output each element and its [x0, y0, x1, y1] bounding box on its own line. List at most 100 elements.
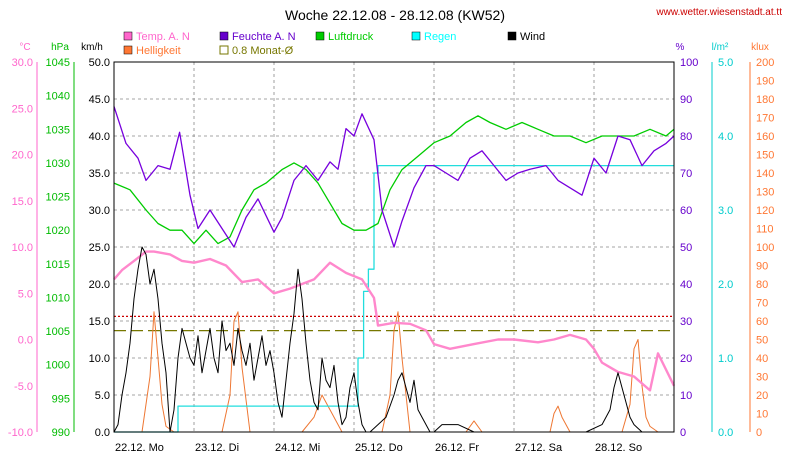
- wind-tick-label: 25.0: [89, 242, 110, 254]
- axis-ticks: 30.0 25.0 20.0 15.0 10.0 5.0 0.0 -5.0 -10.0 1045 1…: [8, 57, 774, 439]
- pressure-series-line: [113, 115, 675, 245]
- rain-unit-label: l/m²: [712, 42, 729, 53]
- wind-tick-label: 30.0: [89, 205, 110, 217]
- rain-tick-label: 4.0: [718, 131, 733, 143]
- wind-tick-label: 0.0: [95, 427, 110, 439]
- lux-tick-label: 0: [756, 427, 762, 439]
- temperature-series-line: [113, 250, 676, 392]
- pressure-tick-label: 1010: [46, 292, 70, 304]
- temp-tick-label: 10.0: [12, 242, 33, 254]
- temp-tick-label: 30.0: [12, 57, 33, 69]
- lux-tick-label: 130: [756, 187, 774, 199]
- pressure-tick-label: 990: [52, 427, 70, 439]
- legend-swatch: [315, 31, 325, 41]
- pressure-tick-label: 1000: [46, 360, 70, 372]
- legend-label: Feuchte A. N: [232, 31, 296, 43]
- legend-swatch: [219, 31, 229, 41]
- humidity-tick-label: 50: [680, 242, 692, 254]
- rain-tick-label: 3.0: [718, 205, 733, 217]
- pressure-tick-label: 1020: [46, 225, 70, 237]
- x-tick-label: 24.12. Mi: [275, 442, 320, 454]
- legend-swatch: [411, 31, 421, 41]
- lux-tick-label: 50: [756, 335, 768, 347]
- x-tick-label: 22.12. Mo: [115, 442, 164, 454]
- humidity-tick-label: 100: [680, 57, 698, 69]
- pressure-tick-label: 1025: [46, 192, 70, 204]
- humidity-tick-label: 70: [680, 168, 692, 180]
- temp-tick-label: 0.0: [18, 335, 33, 347]
- humidity-tick-label: 80: [680, 131, 692, 143]
- legend-label: 0.8 Monat-Ø: [232, 45, 294, 57]
- rain-tick-label: 0.0: [718, 427, 733, 439]
- temp-tick-label: -10.0: [8, 427, 33, 439]
- x-tick-label: 26.12. Fr: [435, 442, 479, 454]
- x-tick-label: 25.12. Do: [355, 442, 403, 454]
- humidity-tick-label: 90: [680, 94, 692, 106]
- humidity-tick-label: 10: [680, 390, 692, 402]
- lux-tick-label: 20: [756, 390, 768, 402]
- lux-tick-label: 160: [756, 131, 774, 143]
- axis-units: °C hPa km/h % l/m² klux: [19, 42, 769, 53]
- temp-tick-label: 15.0: [12, 196, 33, 208]
- pressure-tick-label: 1045: [46, 57, 70, 69]
- lux-tick-label: 40: [756, 353, 768, 365]
- plot-frame: [113, 61, 675, 433]
- lux-tick-label: 120: [756, 205, 774, 217]
- temp-tick-label: 5.0: [18, 288, 33, 300]
- temp-tick-label: 20.0: [12, 150, 33, 162]
- lux-tick-label: 150: [756, 150, 774, 162]
- wind-tick-label: 40.0: [89, 131, 110, 143]
- temp-tick-label: 25.0: [12, 103, 33, 115]
- lux-tick-label: 10: [756, 409, 768, 421]
- x-tick-label: 28.12. So: [595, 442, 642, 454]
- rain-tick-label: 1.0: [718, 353, 733, 365]
- lux-tick-label: 60: [756, 316, 768, 328]
- x-axis-labels: 22.12. Mo 23.12. Di 24.12. Mi 25.12. Do 26.1…: [115, 442, 642, 454]
- source-url[interactable]: www.wetter.wiesenstadt.at.tt: [655, 7, 782, 18]
- lux-tick-label: 180: [756, 94, 774, 106]
- pressure-tick-label: 1035: [46, 124, 70, 136]
- lux-tick-label: 110: [756, 224, 774, 236]
- pressure-tick-label: 1005: [46, 326, 70, 338]
- wind-tick-label: 20.0: [89, 279, 110, 291]
- wind-tick-label: 15.0: [89, 316, 110, 328]
- legend-swatch: [219, 45, 229, 55]
- lux-tick-label: 80: [756, 279, 768, 291]
- chart-title: Woche 22.12.08 - 28.12.08 (KW52): [285, 7, 505, 23]
- humidity-tick-label: 40: [680, 279, 692, 291]
- lux-tick-label: 30: [756, 372, 768, 384]
- pressure-tick-label: 995: [52, 393, 70, 405]
- temp-unit-label: °C: [19, 42, 30, 53]
- wind-tick-label: 10.0: [89, 353, 110, 365]
- humidity-tick-label: 60: [680, 205, 692, 217]
- legend-swatch: [507, 31, 517, 41]
- pressure-tick-label: 1015: [46, 259, 70, 271]
- brightness-series-line: [114, 311, 674, 433]
- humidity-tick-label: 30: [680, 316, 692, 328]
- legend: Temp. A. N Feuchte A. N Luftdruck Regen Wind…: [123, 31, 545, 57]
- grid: [114, 62, 674, 432]
- legend-swatch: [123, 31, 133, 41]
- pressure-unit-label: hPa: [51, 42, 69, 53]
- wind-unit-label: km/h: [81, 42, 103, 53]
- lux-tick-label: 70: [756, 298, 768, 310]
- lux-tick-label: 170: [756, 113, 774, 125]
- humidity-tick-label: 20: [680, 353, 692, 365]
- x-tick-label: 23.12. Di: [195, 442, 239, 454]
- legend-label: Helligkeit: [136, 45, 181, 57]
- temp-tick-label: -5.0: [14, 381, 33, 393]
- lux-tick-label: 200: [756, 57, 774, 69]
- rain-series-line: [114, 164, 674, 433]
- humidity-unit-label: %: [676, 42, 685, 53]
- x-tick-label: 27.12. Sa: [515, 442, 563, 454]
- lux-tick-label: 100: [756, 242, 774, 254]
- humidity-series-line: [113, 106, 675, 248]
- pressure-tick-label: 1040: [46, 91, 70, 103]
- wind-tick-label: 5.0: [95, 390, 110, 402]
- legend-label: Wind: [520, 31, 545, 43]
- rain-tick-label: 5.0: [718, 57, 733, 69]
- wind-tick-label: 35.0: [89, 168, 110, 180]
- legend-label: Regen: [424, 31, 456, 43]
